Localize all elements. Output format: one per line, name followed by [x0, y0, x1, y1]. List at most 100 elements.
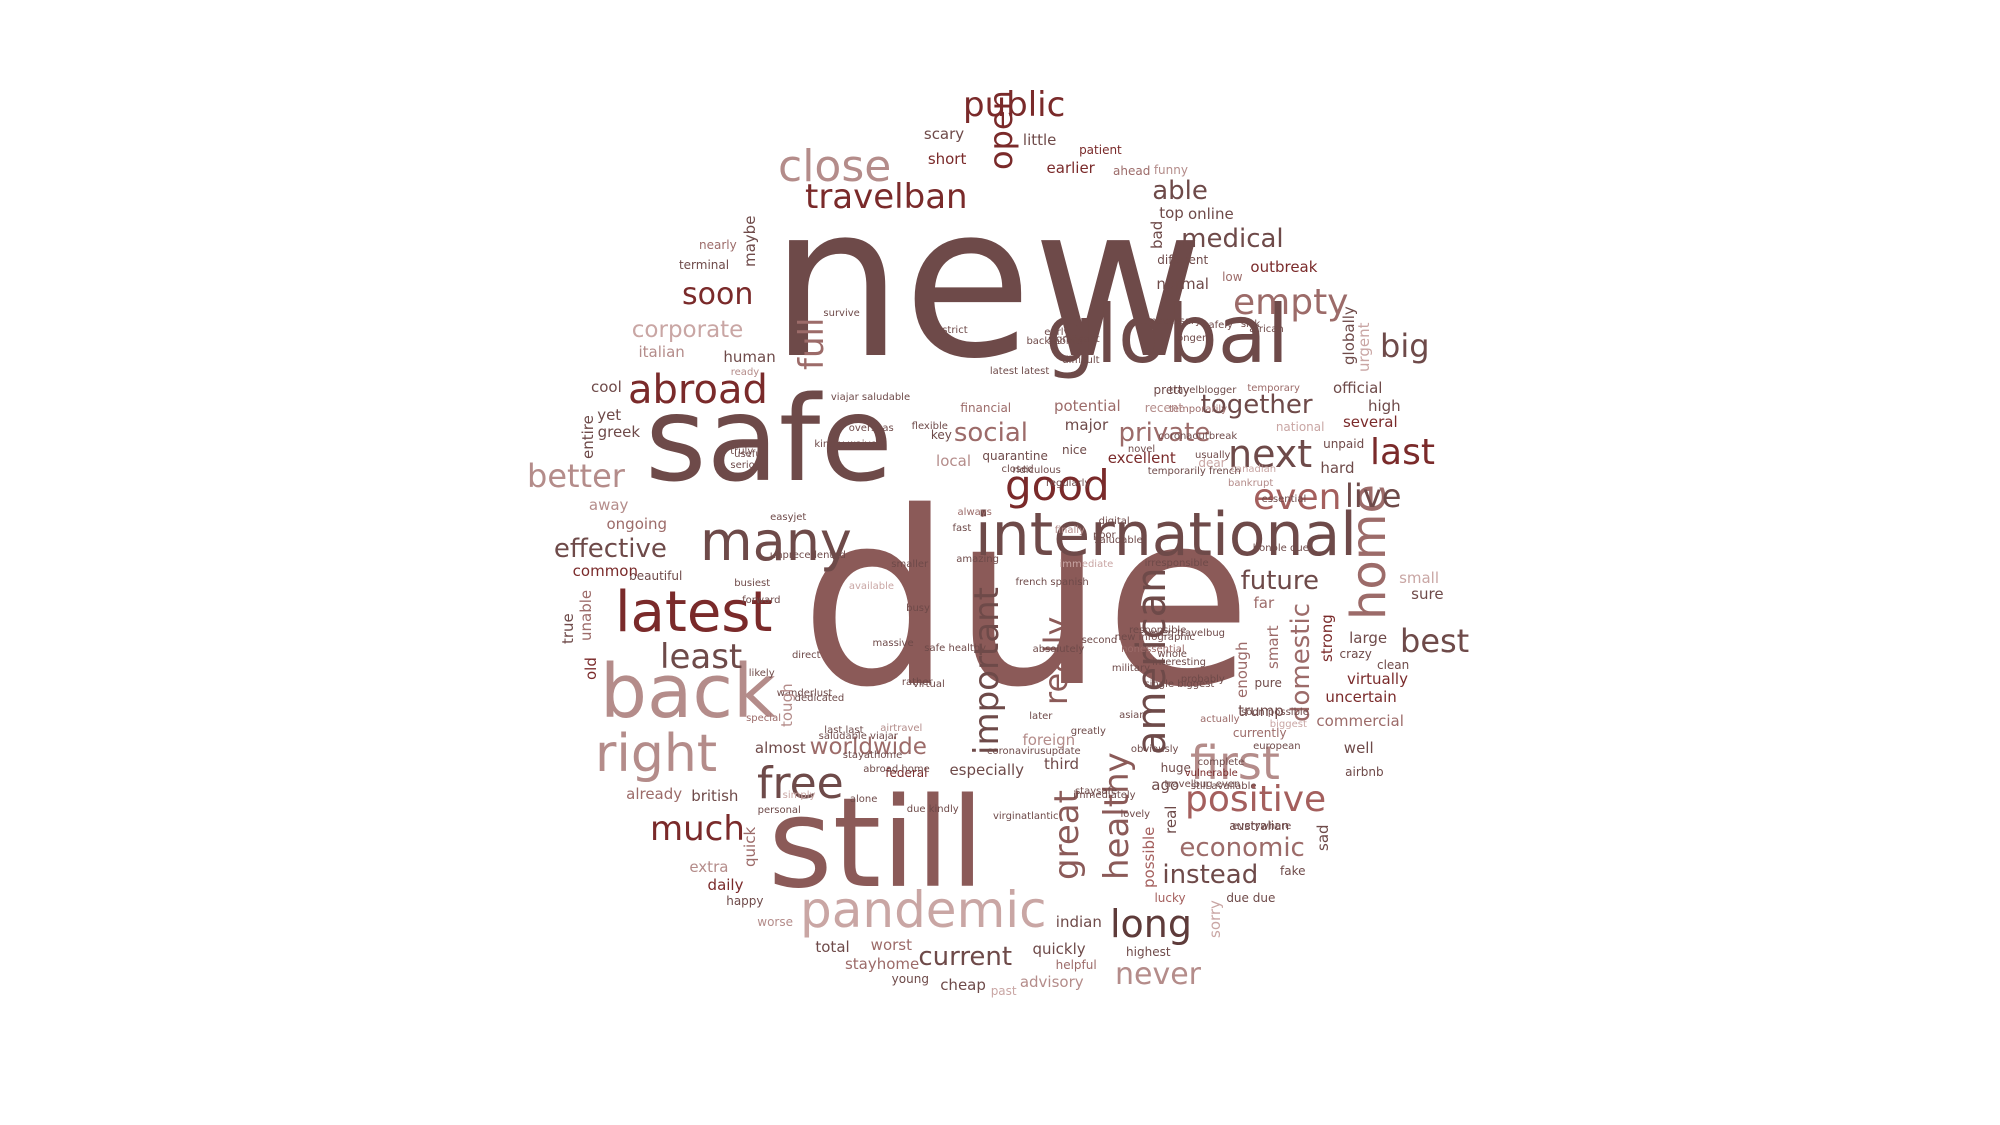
cloud-word: pretty — [1153, 383, 1190, 398]
cloud-word: safe healthy — [924, 643, 987, 655]
cloud-word: airbnb — [1345, 764, 1384, 779]
cloud-word: able — [1152, 176, 1208, 207]
cloud-word: useful — [734, 449, 765, 461]
cloud-word: much — [650, 809, 745, 849]
cloud-word: never — [1115, 957, 1202, 992]
cloud-word: honble due — [1252, 542, 1309, 554]
cloud-word: unprecedented — [769, 549, 846, 561]
cloud-word: funny — [1153, 163, 1188, 178]
cloud-word: probably — [1180, 674, 1225, 686]
cloud-word: terminal — [678, 258, 730, 273]
cloud-word: far — [1253, 594, 1275, 613]
cloud-word: canadian — [1230, 463, 1277, 475]
cloud-word: simply — [782, 789, 816, 801]
cloud-word: little — [1022, 131, 1057, 149]
cloud-word: serious — [730, 459, 767, 471]
cloud-word: french spanish — [1015, 576, 1089, 588]
cloud-word: temporarily — [1168, 403, 1228, 415]
cloud-word: especially — [949, 761, 1025, 780]
cloud-word: potential — [1053, 396, 1121, 415]
cloud-word: military — [1111, 663, 1150, 675]
cloud-word: immediately — [1073, 790, 1136, 802]
cloud-word: third — [1044, 755, 1080, 774]
cloud-word: bad — [1147, 220, 1166, 250]
cloud-word: ago — [1151, 775, 1180, 794]
cloud-word: virginatlantic — [992, 811, 1059, 823]
cloud-word: flexible — [911, 420, 948, 432]
cloud-word: hard — [1320, 458, 1355, 477]
cloud-word: immediate — [1059, 559, 1114, 571]
cloud-word: sorry — [1206, 899, 1225, 938]
cloud-word: always — [957, 507, 992, 519]
cloud-word: closed — [1001, 464, 1034, 476]
cloud-word: novel — [1127, 444, 1156, 456]
cloud-word: necessary — [1150, 316, 1201, 328]
cloud-word: saludable — [1094, 535, 1143, 547]
cloud-word: patient — [1079, 143, 1122, 158]
cloud-word: worst — [870, 936, 912, 955]
cloud-word: significant — [1048, 333, 1100, 345]
cloud-word: temporary — [1247, 382, 1300, 394]
cloud-word: excellent — [1107, 448, 1176, 467]
cloud-word: online — [1187, 205, 1234, 224]
cloud-word: better — [527, 457, 625, 495]
cloud-word: soon — [682, 277, 754, 312]
cloud-word: high — [1367, 396, 1401, 415]
cloud-word: small — [1399, 568, 1440, 587]
cloud-word: greek — [597, 422, 641, 441]
cloud-word: back home — [1026, 335, 1082, 347]
cloud-word: lucky — [1154, 891, 1186, 906]
cloud-word: official — [1332, 379, 1383, 398]
cloud-word: due — [800, 460, 1253, 740]
cloud-word: latest latest — [989, 365, 1050, 377]
cloud-word: sure — [1411, 585, 1444, 604]
cloud-word: actually — [1200, 713, 1240, 725]
cloud-word: strict — [942, 325, 968, 337]
cloud-word: well — [1343, 739, 1374, 758]
cloud-word: still — [768, 772, 985, 916]
cloud-word: biggest — [1269, 719, 1307, 731]
cloud-word: bankrupt — [1227, 478, 1274, 490]
cloud-word: viajar saludable — [830, 392, 911, 404]
cloud-word: virtual — [912, 679, 945, 691]
cloud-word: african — [1249, 323, 1284, 335]
cloud-word: due kindly — [906, 804, 959, 816]
cloud-word: easyjet — [770, 511, 807, 523]
cloud-word: still available — [1190, 780, 1257, 792]
cloud-word: due due — [1226, 891, 1276, 906]
cloud-word: whole — [1157, 649, 1187, 661]
cloud-word: staysafe — [1074, 786, 1118, 798]
cloud-word: indian — [1055, 912, 1102, 931]
cloud-word: asian — [1119, 709, 1146, 721]
cloud-word: different — [1157, 252, 1209, 267]
cloud-word: single biggest — [1144, 678, 1215, 690]
cloud-word: important — [967, 587, 1007, 755]
cloud-word: right — [595, 724, 718, 784]
cloud-word: live — [1345, 477, 1402, 515]
cloud-word: sad — [1313, 824, 1332, 852]
cloud-word: happy — [726, 893, 764, 908]
cloud-word: current — [918, 941, 1013, 972]
cloud-word: worse — [757, 915, 793, 930]
cloud-word: worldwide — [809, 734, 927, 761]
cloud-word: national — [1275, 419, 1325, 434]
cloud-word: outbreak — [1250, 258, 1318, 277]
cloud-word: pure — [1254, 675, 1282, 690]
cloud-word: old — [581, 656, 600, 680]
cloud-word: last — [1370, 432, 1435, 473]
cloud-word: earlier — [1046, 159, 1095, 178]
cloud-word: overseas — [848, 423, 894, 435]
cloud-word: dear — [1198, 455, 1226, 470]
cloud-word: major — [1064, 416, 1109, 435]
cloud-word: forward — [742, 595, 781, 607]
cloud-word: commercial — [1316, 712, 1404, 731]
cloud-word: financial — [960, 400, 1012, 415]
cloud-word: many — [700, 510, 852, 573]
cloud-word: italian — [638, 342, 685, 361]
cloud-word: global — [1045, 288, 1289, 381]
cloud-word: abroad — [628, 367, 768, 413]
cloud-word: empty — [1233, 282, 1349, 323]
cloud-word: irresponsible — [1144, 558, 1209, 570]
cloud-word: public — [963, 85, 1066, 125]
cloud-word: low — [1222, 269, 1243, 284]
